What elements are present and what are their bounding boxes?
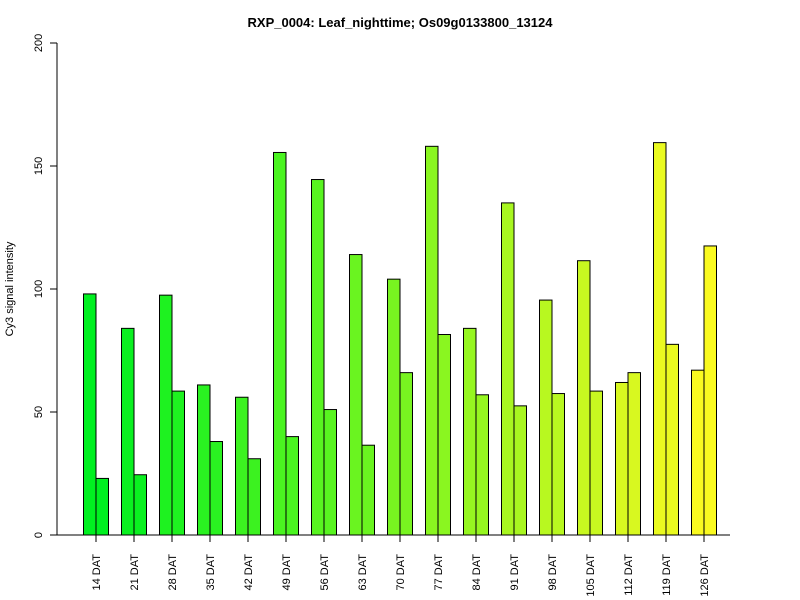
bar-group	[349, 254, 375, 536]
bar-series-1	[691, 369, 705, 536]
bar-group	[197, 384, 223, 536]
x-tick-label: 77 DAT	[433, 554, 445, 591]
y-axis-label: Cy3 signal intensity	[4, 241, 16, 336]
bar-group	[691, 245, 717, 536]
x-tick-label: 42 DAT	[243, 554, 255, 591]
bar-group	[83, 293, 109, 536]
x-tick-label: 98 DAT	[547, 554, 559, 591]
x-tick-label: 70 DAT	[395, 554, 407, 591]
bar-series-1	[121, 327, 135, 536]
bar-series-2	[171, 390, 185, 536]
bar-series-2	[665, 343, 679, 536]
chart-title: RXP_0004: Leaf_nighttime; Os09g0133800_1…	[248, 15, 554, 30]
bar-series-1	[349, 254, 363, 536]
bar-group	[235, 396, 261, 536]
x-tick-label: 91 DAT	[509, 554, 521, 591]
x-tick-label: 21 DAT	[129, 554, 141, 591]
bar-series-2	[361, 444, 375, 536]
bar-series-2	[399, 372, 413, 536]
y-tick-label: 100	[33, 280, 45, 298]
bar-series-1	[463, 327, 477, 536]
bar-group	[273, 151, 299, 536]
bar-series-1	[311, 179, 325, 536]
bar-series-2	[551, 393, 565, 536]
bar-group	[653, 142, 679, 536]
y-tick-label: 200	[33, 34, 45, 52]
x-tick-label: 84 DAT	[471, 554, 483, 591]
bar-group	[615, 372, 641, 536]
bar-series-1	[387, 278, 401, 536]
bar-series-1	[159, 294, 173, 536]
bar-series-1	[235, 396, 249, 536]
bar-group	[121, 327, 147, 536]
bar-group	[463, 327, 489, 536]
bar-series-2	[95, 477, 109, 536]
bar-series-1	[653, 142, 667, 536]
y-tick-label: 0	[33, 532, 45, 538]
bar-series-1	[539, 299, 553, 536]
bar-series-1	[273, 151, 287, 536]
bar-series-2	[703, 245, 717, 536]
x-tick-label: 126 DAT	[699, 554, 711, 597]
bar-series-2	[475, 394, 489, 536]
bar-series-2	[247, 458, 261, 536]
bar-group	[311, 179, 337, 536]
y-tick-label: 150	[33, 157, 45, 175]
x-tick-label: 49 DAT	[281, 554, 293, 591]
x-tick-label: 112 DAT	[623, 554, 635, 596]
bar-series-2	[323, 409, 337, 536]
bar-series-1	[577, 260, 591, 536]
bar-series-2	[627, 372, 641, 536]
bar-series-2	[589, 390, 603, 536]
bar-group	[425, 145, 451, 536]
bar-group	[501, 202, 527, 536]
x-tick-label: 56 DAT	[319, 554, 331, 591]
bar-group	[577, 260, 603, 536]
y-axis: 0 50 100 150 200	[33, 34, 58, 538]
bar-series-1	[501, 202, 515, 536]
bar-series-2	[437, 334, 451, 536]
bar-series-2	[133, 474, 147, 536]
x-tick-label: 14 DAT	[91, 554, 103, 591]
bar-series-1	[425, 145, 439, 536]
bar-group	[159, 294, 185, 536]
x-tick-label: 63 DAT	[357, 554, 369, 591]
bar-series-1	[197, 384, 211, 536]
bar-series-2	[209, 441, 223, 536]
bar-group	[539, 299, 565, 536]
bar-series-1	[83, 293, 97, 536]
x-axis: 14 DAT 21 DAT 28 DAT 35 DAT 42 DAT 49 DAT 56 D…	[57, 534, 730, 597]
x-tick-label: 28 DAT	[167, 554, 179, 591]
x-tick-label: 105 DAT	[585, 554, 597, 597]
x-tick-label: 119 DAT	[661, 554, 673, 596]
x-tick-label: 35 DAT	[205, 554, 217, 591]
bar-series-1	[615, 381, 629, 536]
bar-series-2	[285, 436, 299, 536]
y-tick-label: 50	[33, 406, 45, 418]
bar-group	[387, 278, 413, 536]
bar-series-2	[513, 405, 527, 536]
bars-group	[83, 142, 717, 536]
